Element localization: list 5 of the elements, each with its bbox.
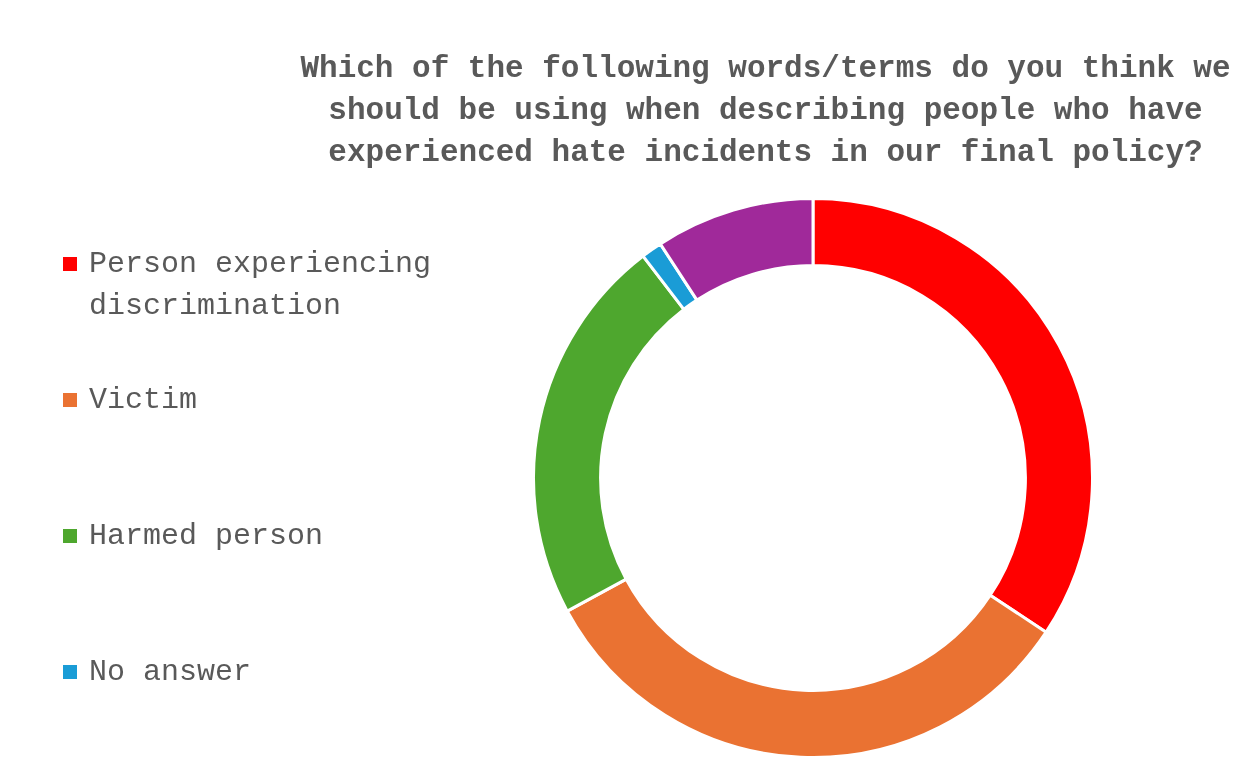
legend-label: Person experiencing discrimination bbox=[89, 246, 433, 325]
legend-label: Victim bbox=[89, 382, 198, 419]
chart-title: Which of the following words/terms do you think we should be using when describing people who have experienced hate incidents in our final policy? bbox=[299, 50, 1232, 172]
legend-label: Harmed person bbox=[89, 518, 324, 555]
legend-label: No answer bbox=[89, 654, 252, 691]
